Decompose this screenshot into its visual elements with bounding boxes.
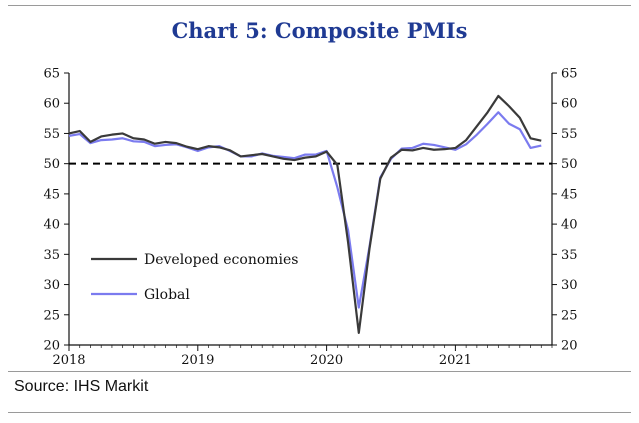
top-rule: [8, 5, 631, 6]
y-tick-label-right: 20: [561, 339, 578, 354]
source-note: Source: IHS Markit: [14, 378, 149, 395]
y-tick-label-right: 30: [561, 278, 578, 293]
series-line-global: [68, 111, 542, 309]
y-tick-label-right: 60: [561, 97, 578, 112]
x-tick-label: 2019: [181, 353, 214, 368]
y-tick-label-right: 40: [561, 218, 578, 233]
y-tick-label-right: 50: [561, 157, 578, 172]
y-tick-label-left: 30: [43, 278, 60, 293]
y-tick-label-left: 60: [43, 97, 60, 112]
y-tick-label-right: 35: [561, 248, 578, 263]
x-tick-label: 2020: [310, 353, 343, 368]
chart-title: Chart 5: Composite PMIs: [171, 18, 468, 43]
y-tick-label-left: 50: [43, 157, 60, 172]
x-tick-label: 2021: [439, 353, 472, 368]
legend-label: Global: [144, 287, 190, 303]
legend: Developed economies Global: [91, 252, 299, 303]
x-tick-label: 2018: [52, 353, 85, 368]
y-tick-label-left: 20: [43, 339, 60, 354]
middle-rule: [8, 371, 631, 372]
y-tick-label-left: 65: [43, 67, 60, 82]
series-lines: [68, 94, 552, 335]
y-tick-label-left: 40: [43, 218, 60, 233]
legend-label: Developed economies: [144, 252, 299, 268]
y-tick-label-left: 45: [43, 187, 60, 202]
y-tick-label-right: 45: [561, 187, 578, 202]
y-tick-label-left: 35: [43, 248, 60, 263]
bottom-rule: [8, 412, 631, 413]
y-tick-label-left: 55: [43, 127, 60, 142]
series-line-developed-economies: [68, 94, 542, 335]
y-tick-label-right: 65: [561, 67, 578, 82]
y-tick-label-right: 25: [561, 308, 578, 323]
y-tick-label-right: 55: [561, 127, 578, 142]
y-tick-label-left: 25: [43, 308, 60, 323]
